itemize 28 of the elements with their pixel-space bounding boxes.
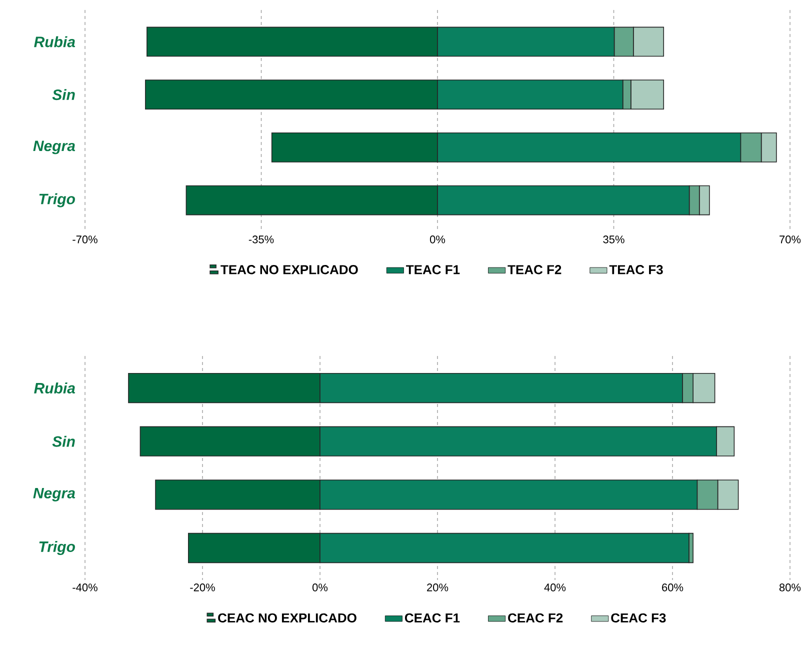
y-tick-label: Trigo bbox=[39, 193, 75, 208]
y-tick-label: Negra bbox=[33, 140, 76, 154]
x-tick-label: 60% bbox=[662, 584, 684, 592]
legend-label: TEAC F3 bbox=[609, 265, 663, 274]
y-tick-label: Sin bbox=[52, 436, 75, 447]
y-tick-label: Sin bbox=[52, 89, 75, 100]
legend-label: TEAC F2 bbox=[508, 265, 562, 274]
x-tick-label: 20% bbox=[427, 584, 448, 592]
legend-label: TEAC F1 bbox=[406, 265, 460, 274]
x-tick-label: -70% bbox=[72, 236, 98, 244]
legend-label: CEAC F1 bbox=[404, 613, 460, 623]
x-tick-label: 0% bbox=[312, 584, 328, 592]
x-tick-label: 0% bbox=[430, 236, 446, 244]
x-tick-label: -20% bbox=[190, 584, 215, 592]
legend-label: TEAC NO EXPLICADO bbox=[220, 265, 358, 274]
x-tick-label: 70% bbox=[780, 236, 801, 244]
legend-label: CEAC NO EXPLICADO bbox=[218, 613, 356, 623]
y-tick-label: Trigo bbox=[39, 541, 75, 555]
y-tick-label: Rubia bbox=[34, 36, 76, 48]
x-tick-label: -35% bbox=[248, 236, 274, 244]
x-tick-label: -40% bbox=[72, 584, 98, 592]
legend-label: CEAC F3 bbox=[611, 613, 666, 623]
x-tick-label: 80% bbox=[779, 584, 801, 592]
y-tick-label: Rubia bbox=[34, 382, 76, 394]
y-tick-label: Negra bbox=[33, 488, 76, 502]
x-tick-label: 35% bbox=[603, 236, 624, 244]
x-tick-label: 40% bbox=[544, 584, 566, 592]
legend-label: CEAC F2 bbox=[508, 613, 563, 623]
